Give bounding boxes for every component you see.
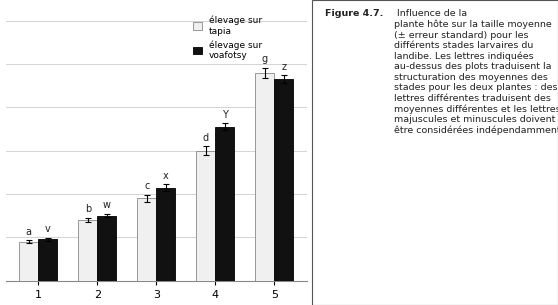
Text: b: b [85, 204, 91, 214]
Text: x: x [163, 171, 169, 181]
FancyBboxPatch shape [312, 0, 558, 305]
Bar [215, 127, 234, 281]
Text: a: a [26, 227, 32, 237]
Text: Y: Y [222, 110, 228, 120]
Bar [137, 198, 156, 281]
Bar [275, 79, 293, 281]
Bar [156, 188, 175, 281]
Text: Influence de la
plante hôte sur la taille moyenne
(± erreur standard) pour les
d: Influence de la plante hôte sur la taill… [393, 9, 558, 135]
Bar [256, 73, 275, 281]
Bar [196, 151, 215, 281]
Bar [20, 242, 38, 281]
Text: w: w [103, 200, 110, 210]
Text: z: z [281, 62, 286, 72]
Text: g: g [262, 54, 268, 64]
Text: c: c [144, 181, 150, 192]
Text: d: d [203, 133, 209, 143]
Text: Figure 4.7.: Figure 4.7. [325, 9, 383, 18]
Bar [38, 239, 57, 281]
Text: v: v [45, 224, 50, 234]
Legend: élevage sur
tapia, élevage sur
voafotsy: élevage sur tapia, élevage sur voafotsy [191, 14, 264, 62]
Bar [97, 216, 116, 281]
Bar [78, 220, 97, 281]
